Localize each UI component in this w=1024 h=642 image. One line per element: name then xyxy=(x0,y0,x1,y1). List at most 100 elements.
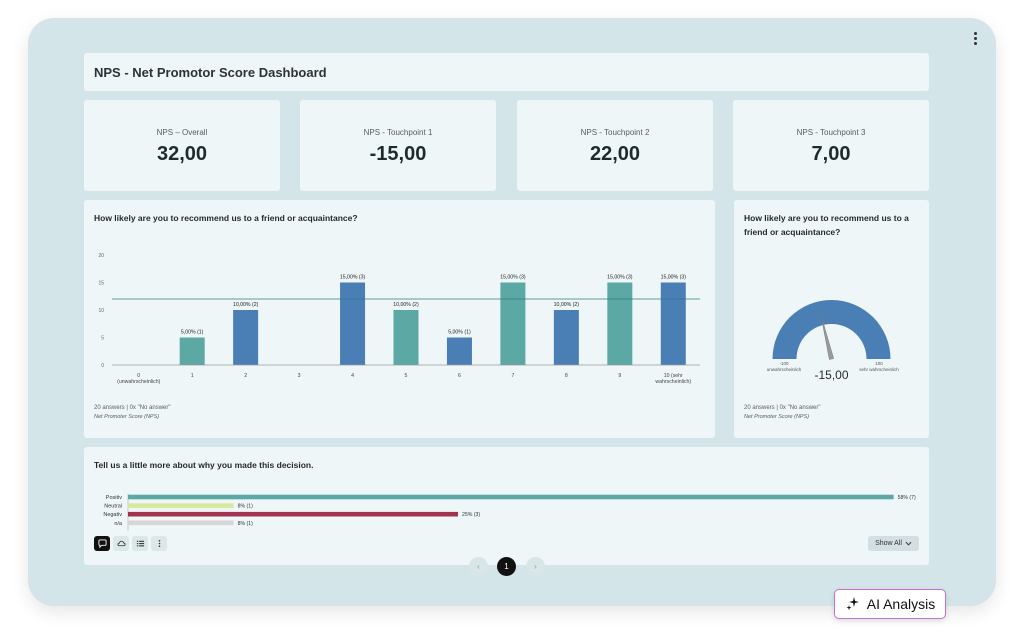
x-tick-label: 3 xyxy=(298,373,301,379)
x-tick-label: 7 xyxy=(511,373,514,379)
bar-9 xyxy=(607,282,633,365)
text-answers-card: Tell us a little more about why you made… xyxy=(84,447,929,565)
bar-data-label: 25% (3) xyxy=(462,512,480,518)
bar-5 xyxy=(393,310,419,365)
y-tick-label: 0 xyxy=(101,363,104,369)
ai-analysis-button[interactable]: AI Analysis xyxy=(834,589,946,619)
answer-count: 20 answers | 0x "No answer" xyxy=(744,405,821,411)
bar-category-label: Neutral xyxy=(104,504,122,510)
word-cloud-button[interactable] xyxy=(113,536,129,551)
x-tick-label: 10 (sehr xyxy=(664,373,683,379)
kpi-card-touchpoint-1: NPS - Touchpoint 1 -15,00 xyxy=(300,100,496,191)
x-tick-label: 0 xyxy=(137,373,140,379)
bar-positiv xyxy=(128,494,894,500)
page-title: NPS - Net Promotor Score Dashboard xyxy=(94,65,327,80)
speech-bubble-icon xyxy=(97,539,107,548)
show-all-button[interactable]: Show All xyxy=(868,536,919,551)
bar-data-label: 15,00% (3) xyxy=(607,275,633,281)
nps-bar-chart-card: How likely are you to recommend us to a … xyxy=(84,200,715,438)
next-page-button[interactable]: › xyxy=(526,557,545,576)
gauge-min-value: -100 xyxy=(779,361,789,366)
bar-data-label: 5,00% (1) xyxy=(181,330,204,336)
bar-10 xyxy=(660,282,686,365)
bar-data-label: 10,00% (2) xyxy=(554,302,580,308)
answer-count: 20 answers | 0x "No answer" xyxy=(94,405,171,411)
kpi-card-touchpoint-2: NPS - Touchpoint 2 22,00 xyxy=(517,100,713,191)
nps-gauge-card: How likely are you to recommend us to a … xyxy=(734,200,929,438)
y-tick-label: 5 xyxy=(101,336,104,342)
y-tick-label: 20 xyxy=(98,253,104,259)
nps-gauge: -100 unwahrscheinlich 100 sehr wahrschei… xyxy=(767,300,899,382)
bar-na xyxy=(128,520,234,526)
y-tick-label: 15 xyxy=(98,281,104,287)
prev-page-button[interactable]: ‹ xyxy=(469,557,488,576)
chart-source: Net Promoter Score (NPS) xyxy=(94,414,160,420)
chart-source: Net Promoter Score (NPS) xyxy=(744,414,810,420)
bar-7 xyxy=(500,282,526,365)
x-tick-label: 6 xyxy=(458,373,461,379)
kpi-label: NPS - Touchpoint 2 xyxy=(580,128,650,137)
gauge-question-line-2: friend or acquaintance? xyxy=(744,227,841,237)
bar-neutral xyxy=(128,503,234,508)
kpi-value: -15,00 xyxy=(369,143,427,165)
x-tick-label: 9 xyxy=(618,373,621,379)
kpi-value: 22,00 xyxy=(589,143,641,165)
more-options-icon[interactable] xyxy=(972,32,978,46)
x-tick-label: 8 xyxy=(565,373,568,379)
gauge-question: How likely are you to recommend us to a … xyxy=(744,211,909,239)
bar-2 xyxy=(233,310,259,365)
list-icon xyxy=(136,540,144,547)
gauge-value: -15,00 xyxy=(814,368,848,382)
dashboard-frame: NPS - Net Promotor Score Dashboard NPS –… xyxy=(28,18,996,606)
bar-category-label: Positiv xyxy=(106,495,122,501)
bar-category-label: n/a xyxy=(114,521,123,527)
x-tick-label: 4 xyxy=(351,373,354,379)
bar-4 xyxy=(340,282,366,365)
x-tick-label: wahrscheinlich) xyxy=(655,379,691,385)
bar-6 xyxy=(446,337,472,365)
kpi-value: 32,00 xyxy=(156,143,208,165)
bar-negativ xyxy=(128,511,458,517)
x-tick-label: 5 xyxy=(405,373,408,379)
bar-data-label: 15,00% (3) xyxy=(661,275,687,281)
bar-data-label: 10,00% (2) xyxy=(393,302,419,308)
gauge-max-label: sehr wahrscheinlich xyxy=(859,367,899,372)
x-tick-label: (unwahrscheinlich) xyxy=(117,379,161,385)
title-card: NPS - Net Promotor Score Dashboard xyxy=(84,53,929,91)
bar-data-label: 5,00% (1) xyxy=(448,330,471,336)
kpi-card-touchpoint-3: NPS - Touchpoint 3 7,00 xyxy=(733,100,929,191)
chevron-down-icon xyxy=(905,541,912,546)
ai-analysis-label: AI Analysis xyxy=(866,596,936,612)
chart-question: How likely are you to recommend us to a … xyxy=(94,213,358,223)
sentiment-bar-chart: Positiv 58% (7) Neutral 8% (1) Negativ 25% (3… xyxy=(103,494,916,531)
page-1-button[interactable]: 1 xyxy=(497,557,516,576)
sparkle-icon xyxy=(846,597,859,611)
y-tick-label: 10 xyxy=(98,308,104,314)
gauge-question-line-1: How likely are you to recommend us to a xyxy=(744,213,909,223)
show-all-label: Show All xyxy=(875,540,902,547)
bar-8 xyxy=(553,310,579,365)
gauge-arc xyxy=(772,300,891,359)
gauge-min-label: unwahrscheinlich xyxy=(767,367,802,372)
kpi-card-overall: NPS – Overall 32,00 xyxy=(84,100,280,191)
comment-view-button[interactable] xyxy=(94,536,110,551)
gauge-needle xyxy=(820,314,834,360)
bar-data-label: 8% (1) xyxy=(238,504,254,510)
list-view-button[interactable] xyxy=(132,536,148,551)
more-actions-button[interactable] xyxy=(151,536,167,551)
kpi-label: NPS – Overall xyxy=(156,128,208,137)
cloud-icon xyxy=(116,540,126,547)
x-tick-label: 1 xyxy=(191,373,194,379)
kpi-label: NPS - Touchpoint 3 xyxy=(796,128,866,137)
bar-data-label: 10,00% (2) xyxy=(233,302,259,308)
bar-data-label: 8% (1) xyxy=(238,521,254,527)
vertical-dots-icon xyxy=(158,539,160,548)
kpi-label: NPS - Touchpoint 1 xyxy=(363,128,433,137)
bar-data-label: 15,00% (3) xyxy=(500,275,526,281)
bar-data-label: 15,00% (3) xyxy=(340,275,366,281)
x-tick-label: 2 xyxy=(244,373,247,379)
bar-data-label: 58% (7) xyxy=(898,495,916,501)
bar-category-label: Negativ xyxy=(103,512,122,518)
kpi-value: 7,00 xyxy=(811,143,851,165)
